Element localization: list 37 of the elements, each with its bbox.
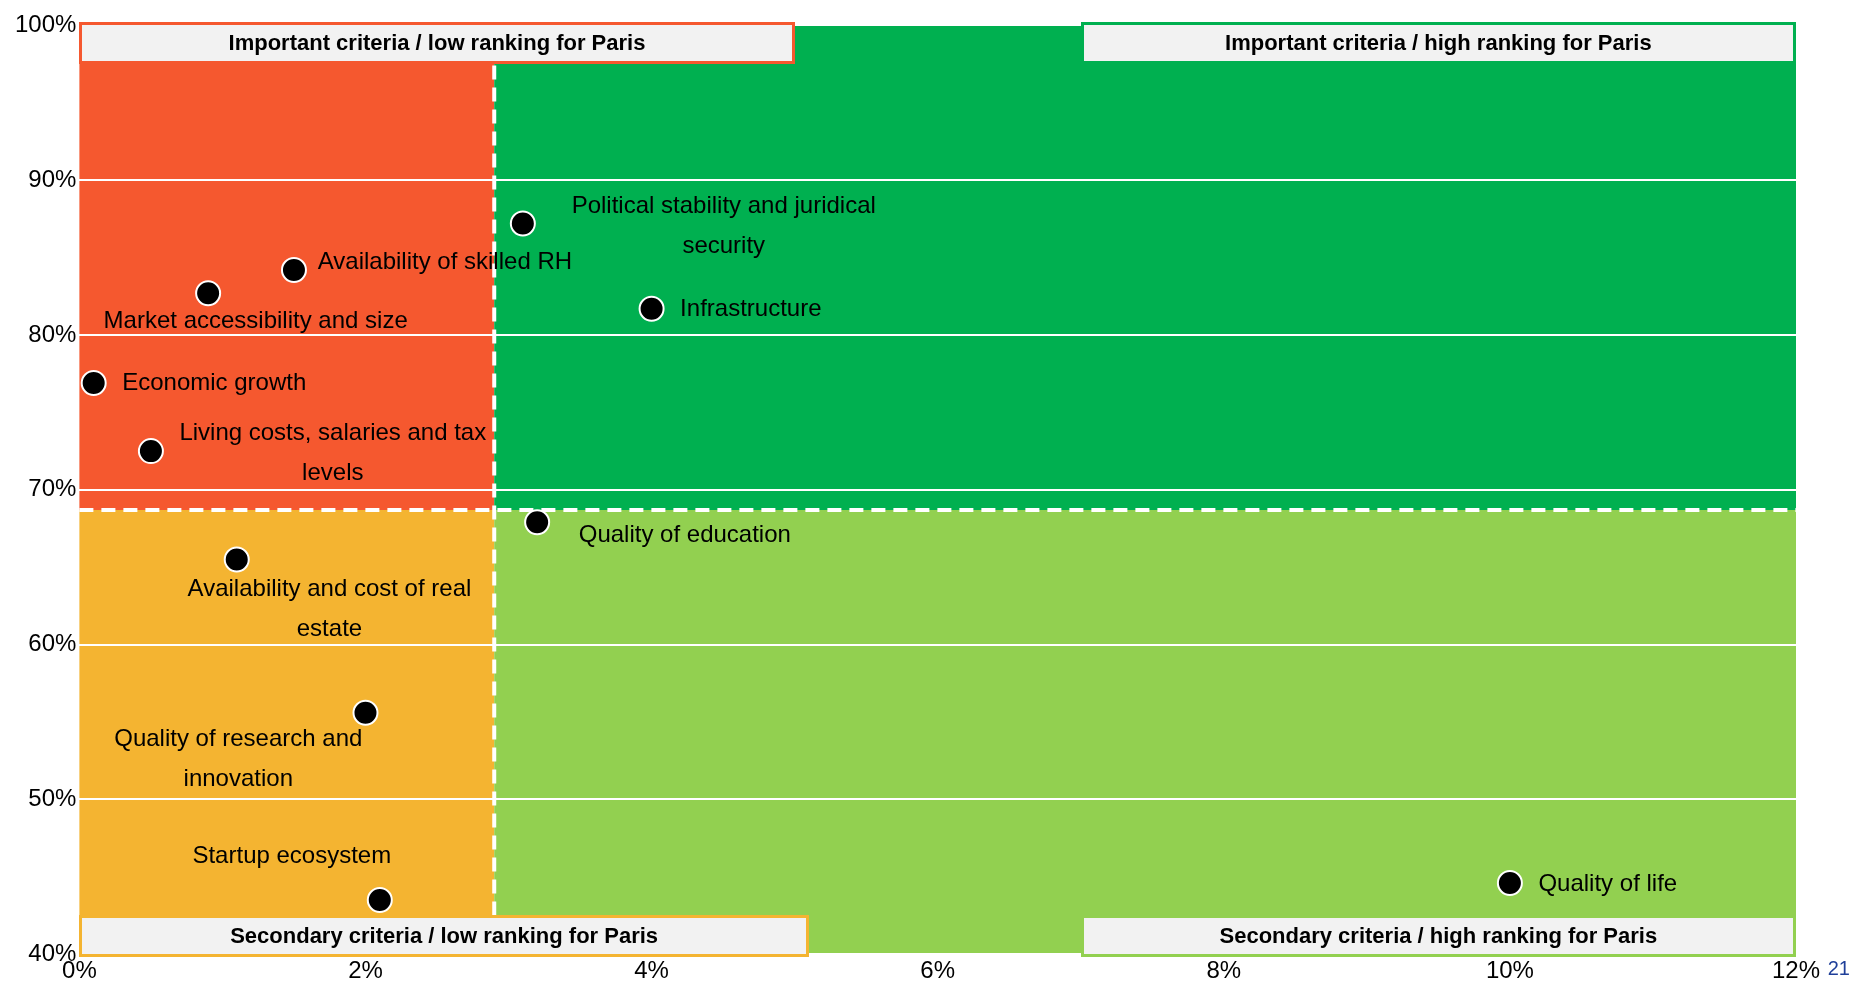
series-label: Startup ecosystem: [192, 840, 392, 868]
series-label: Quality of research and innovation: [114, 723, 363, 791]
point: [137, 438, 164, 465]
series-label: Political stability and juridical security: [571, 190, 876, 258]
series-label: Economic growth: [122, 367, 307, 395]
point: [1496, 869, 1523, 896]
point: [366, 887, 393, 914]
series-label: Living costs, salaries and tax levels: [179, 418, 487, 486]
point: [280, 256, 307, 283]
series-label: Availability and cost of real estate: [187, 574, 472, 642]
heading-box: Secondary criteria / high ranking for Paris: [1080, 915, 1796, 958]
series-label: Quality of education: [578, 520, 791, 548]
y-tick-label: 60%: [28, 629, 77, 657]
series-label: Quality of life: [1538, 868, 1678, 896]
y-tick-label: 100%: [14, 10, 77, 38]
point: [223, 546, 250, 573]
heading-box: Secondary criteria / low ranking for Paris: [79, 915, 809, 958]
point: [524, 509, 551, 536]
point: [80, 369, 107, 396]
x-tick-label: 4%: [634, 956, 669, 984]
x-tick-label: 10%: [1485, 956, 1534, 984]
text: 21: [1827, 956, 1850, 979]
x-tick-label: 2%: [348, 956, 383, 984]
series-label: Infrastructure: [680, 294, 822, 322]
y-tick-label: 80%: [28, 319, 77, 347]
x-tick-label: 6%: [920, 956, 956, 984]
x-tick-label: 8%: [1206, 956, 1242, 984]
heading-box: Important criteria / low ranking for Paris: [79, 22, 795, 65]
point: [195, 280, 222, 307]
x-tick-label: 12%: [1771, 956, 1821, 984]
point: [352, 699, 379, 726]
point: [509, 210, 536, 237]
point: [638, 295, 665, 322]
y-tick-label: 90%: [28, 164, 77, 192]
y-tick-label: 70%: [28, 474, 77, 502]
series-label: Market accessibility and size: [103, 306, 408, 334]
y-tick-label: 50%: [28, 784, 77, 812]
